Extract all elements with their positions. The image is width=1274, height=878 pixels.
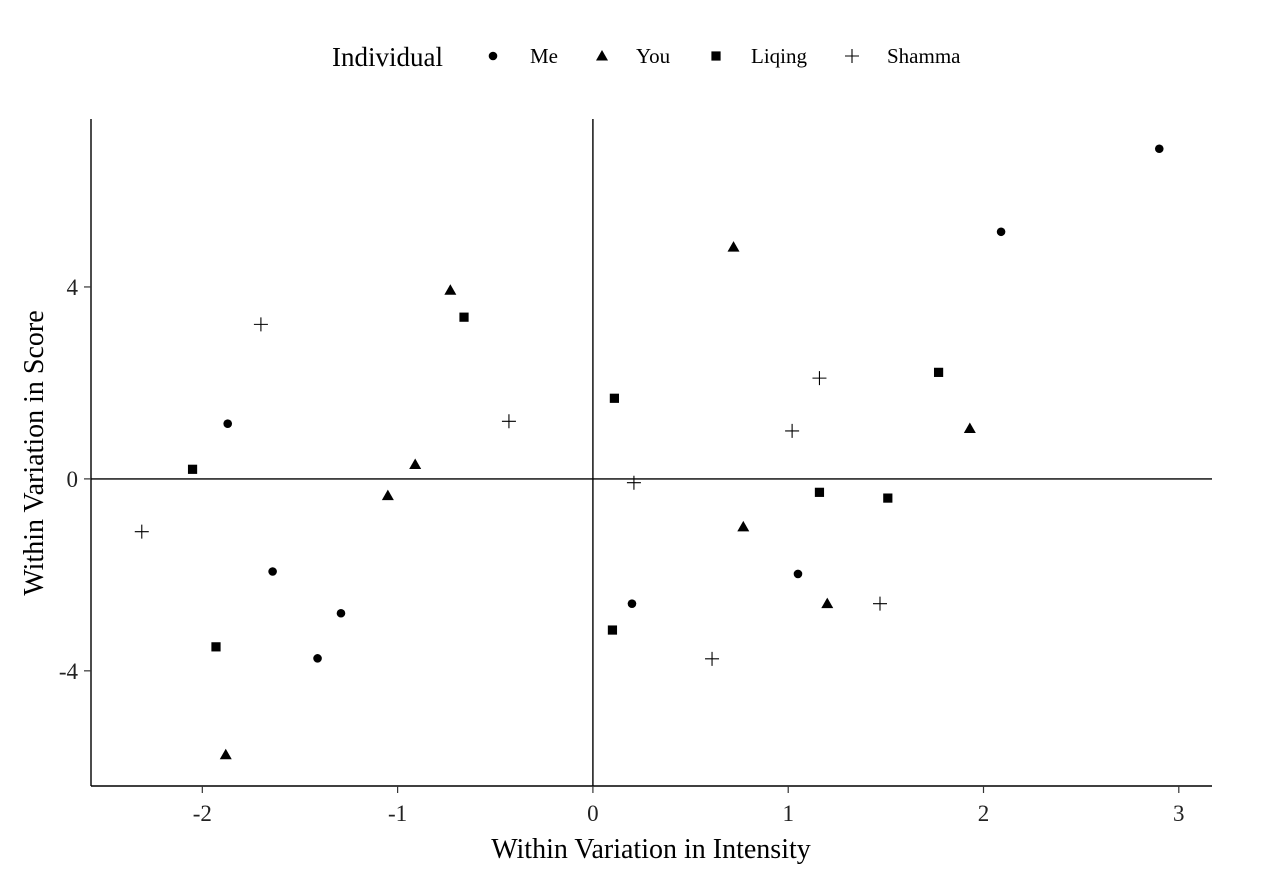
- legend: Individual Me You Liqing Shamma: [332, 42, 961, 72]
- point-me: [1154, 144, 1164, 154]
- point-shamma: [626, 475, 641, 490]
- x-tick-label: 0: [587, 801, 599, 826]
- point-me: [996, 227, 1006, 237]
- y-axis-title: Within Variation in Score: [19, 310, 50, 595]
- x-tick-label: 2: [978, 801, 990, 826]
- point-shamma: [705, 651, 720, 666]
- point-me: [627, 599, 637, 608]
- point-you: [444, 284, 457, 295]
- point-shamma: [785, 423, 800, 438]
- legend-item-me: Me: [488, 44, 558, 68]
- legend-label-you: You: [636, 44, 671, 68]
- point-liqing: [211, 642, 221, 652]
- legend-title: Individual: [332, 42, 443, 72]
- point-me: [223, 419, 233, 429]
- legend-key-you: [596, 50, 608, 61]
- y-tick-label: 0: [67, 467, 79, 492]
- point-you: [727, 241, 740, 252]
- x-tick-label: 1: [782, 801, 794, 826]
- point-liqing: [609, 393, 619, 403]
- y-tick-label: 4: [67, 275, 79, 300]
- reference-lines: [91, 119, 1212, 786]
- legend-label-liqing: Liqing: [751, 44, 807, 68]
- point-you: [409, 458, 422, 469]
- legend-key-me: [488, 51, 498, 61]
- legend-label-me: Me: [530, 44, 558, 68]
- series-me: [223, 144, 1164, 663]
- point-liqing: [814, 487, 825, 497]
- legend-item-shamma: Shamma: [845, 44, 961, 68]
- point-you: [963, 422, 976, 434]
- series-you: [219, 241, 976, 760]
- axes: -2 -1 0 1 2 3 -4 0 4: [59, 119, 1212, 826]
- point-you: [381, 489, 394, 501]
- point-me: [268, 567, 277, 576]
- point-me: [793, 569, 803, 579]
- point-you: [821, 597, 834, 609]
- legend-item-liqing: Liqing: [711, 44, 807, 68]
- point-liqing: [459, 312, 469, 322]
- x-tick-label: 3: [1173, 801, 1185, 826]
- point-liqing: [187, 464, 198, 474]
- point-shamma: [134, 524, 149, 539]
- point-you: [737, 520, 750, 532]
- point-you: [219, 748, 232, 760]
- legend-key-liqing: [711, 51, 721, 61]
- legend-item-you: You: [596, 44, 671, 68]
- x-axis-title: Within Variation in Intensity: [491, 834, 811, 865]
- data-points: [134, 144, 1164, 760]
- point-liqing: [883, 493, 893, 503]
- point-shamma: [872, 596, 887, 611]
- x-tick-label: -2: [193, 801, 212, 826]
- y-tick-label: -4: [59, 659, 79, 684]
- legend-label-shamma: Shamma: [887, 44, 961, 68]
- point-me: [336, 608, 346, 618]
- legend-key-shamma: [845, 49, 859, 63]
- series-shamma: [134, 317, 887, 666]
- point-liqing: [933, 367, 944, 377]
- point-shamma: [253, 317, 268, 332]
- point-shamma: [812, 371, 827, 386]
- series-liqing: [187, 312, 944, 652]
- x-tick-label: -1: [388, 801, 407, 826]
- point-me: [313, 654, 322, 663]
- point-liqing: [607, 625, 618, 635]
- point-shamma: [501, 414, 516, 429]
